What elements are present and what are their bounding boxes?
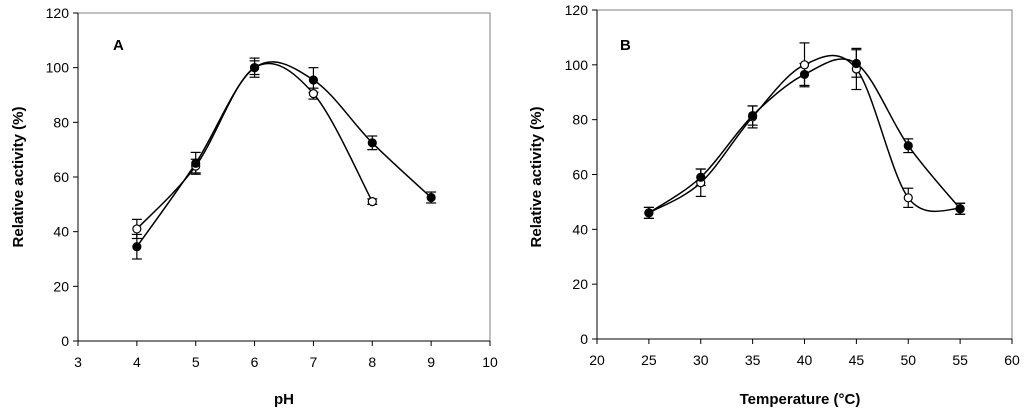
y-tick-label: 100 bbox=[565, 57, 589, 73]
x-axis-title: pH bbox=[274, 391, 294, 408]
y-tick-label: 0 bbox=[61, 333, 69, 349]
x-axis-title: Temperature (°C) bbox=[740, 391, 861, 408]
y-tick-label: 40 bbox=[53, 224, 69, 240]
data-point-open bbox=[799, 60, 810, 70]
x-tick-label: 8 bbox=[368, 354, 376, 370]
x-tick-label: 30 bbox=[693, 352, 709, 368]
x-tick-label: 6 bbox=[251, 354, 259, 370]
data-point-filled bbox=[132, 242, 142, 252]
panel-label: A bbox=[113, 37, 124, 54]
data-point-open bbox=[903, 193, 913, 203]
data-point-open bbox=[367, 197, 377, 207]
x-tick-label: 25 bbox=[641, 352, 657, 368]
y-axis-title: Relative activity (%) bbox=[528, 107, 545, 248]
y-tick-label: 120 bbox=[565, 2, 589, 18]
data-point-filled bbox=[851, 58, 861, 69]
data-point-filled bbox=[367, 138, 377, 148]
data-point-filled bbox=[191, 158, 201, 168]
data-point-filled bbox=[308, 75, 319, 85]
series-group bbox=[131, 57, 437, 260]
x-tick-label: 60 bbox=[1004, 352, 1020, 368]
x-tick-label: 3 bbox=[74, 354, 82, 370]
y-tick-label: 20 bbox=[572, 276, 588, 292]
data-point-filled bbox=[426, 192, 436, 203]
x-tick-label: 9 bbox=[427, 354, 435, 370]
y-tick-label: 60 bbox=[572, 167, 588, 183]
data-point-filled bbox=[955, 204, 965, 214]
data-point-filled bbox=[748, 110, 758, 121]
x-tick-label: 10 bbox=[482, 354, 498, 370]
x-tick-label: 20 bbox=[589, 352, 605, 368]
data-point-filled bbox=[903, 141, 913, 151]
series-group bbox=[643, 42, 966, 219]
y-tick-label: 60 bbox=[53, 169, 69, 185]
series-line bbox=[136, 61, 432, 248]
data-point-open bbox=[308, 89, 319, 99]
x-tick-label: 7 bbox=[310, 354, 318, 370]
x-tick-label: 35 bbox=[745, 352, 761, 368]
x-tick-label: 55 bbox=[952, 352, 968, 368]
y-tick-label: 40 bbox=[572, 221, 588, 237]
data-point-open bbox=[132, 224, 142, 234]
y-tick-label: 0 bbox=[580, 331, 588, 347]
y-tick-label: 20 bbox=[53, 278, 69, 294]
y-tick-label: 80 bbox=[53, 114, 69, 130]
x-tick-label: 4 bbox=[133, 354, 141, 370]
y-tick-label: 80 bbox=[572, 112, 588, 128]
y-tick-label: 120 bbox=[46, 5, 70, 21]
y-tick-label: 100 bbox=[46, 60, 70, 76]
panel-label: B bbox=[620, 37, 631, 54]
data-point-filled bbox=[696, 172, 706, 182]
series-line bbox=[136, 62, 373, 230]
plot-frame bbox=[77, 12, 491, 342]
y-axis-title: Relative activity (%) bbox=[10, 107, 27, 248]
data-point-filled bbox=[249, 63, 260, 73]
x-tick-label: 45 bbox=[849, 352, 865, 368]
x-tick-label: 5 bbox=[192, 354, 200, 370]
data-point-filled bbox=[644, 208, 654, 218]
x-tick-label: 50 bbox=[900, 352, 916, 368]
data-point-filled bbox=[799, 69, 810, 80]
x-tick-label: 40 bbox=[797, 352, 813, 368]
